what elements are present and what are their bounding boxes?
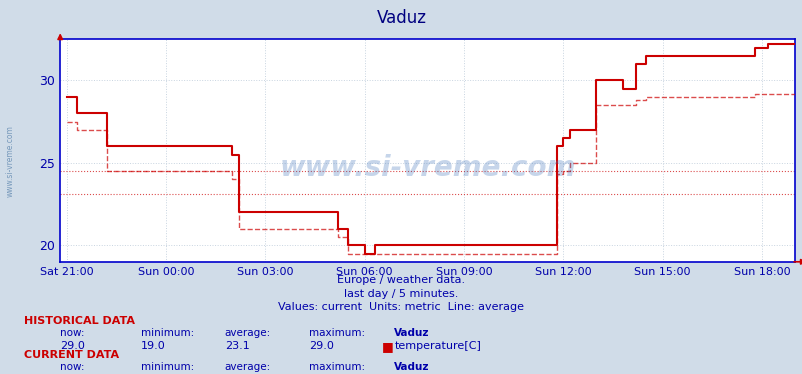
Text: average:: average: [225, 328, 271, 338]
Text: last day / 5 minutes.: last day / 5 minutes. [344, 289, 458, 299]
Text: 29.0: 29.0 [60, 341, 85, 351]
Text: now:: now: [60, 362, 85, 372]
Text: www.si-vreme.com: www.si-vreme.com [6, 125, 15, 197]
Text: CURRENT DATA: CURRENT DATA [24, 350, 119, 360]
Text: www.si-vreme.com: www.si-vreme.com [279, 154, 575, 183]
Text: 23.1: 23.1 [225, 341, 249, 351]
Text: minimum:: minimum: [140, 362, 193, 372]
Text: Vaduz: Vaduz [393, 328, 428, 338]
Text: now:: now: [60, 328, 85, 338]
Text: Vaduz: Vaduz [376, 9, 426, 27]
Text: maximum:: maximum: [309, 362, 365, 372]
Text: ■: ■ [382, 340, 394, 353]
Text: Europe / weather data.: Europe / weather data. [337, 275, 465, 285]
Text: average:: average: [225, 362, 271, 372]
Text: Vaduz: Vaduz [393, 362, 428, 372]
Text: ■: ■ [382, 373, 394, 374]
Text: maximum:: maximum: [309, 328, 365, 338]
Text: HISTORICAL DATA: HISTORICAL DATA [24, 316, 135, 326]
Text: 29.0: 29.0 [309, 341, 334, 351]
Text: minimum:: minimum: [140, 328, 193, 338]
Text: temperature[C]: temperature[C] [395, 341, 481, 351]
Text: 19.0: 19.0 [140, 341, 165, 351]
Text: Values: current  Units: metric  Line: average: Values: current Units: metric Line: aver… [278, 302, 524, 312]
